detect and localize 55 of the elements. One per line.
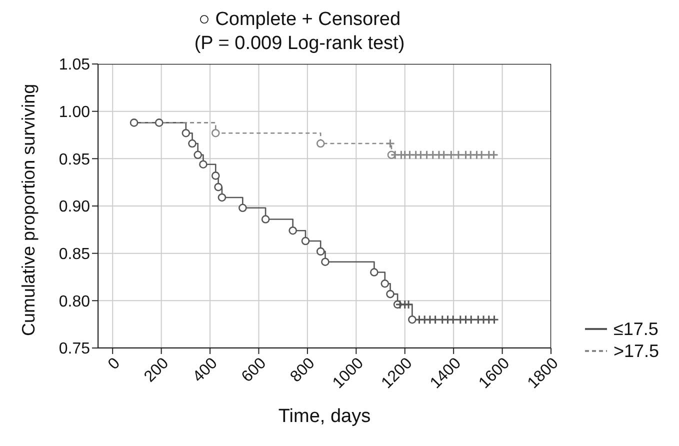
y-axis-title: Cumulative proportion surviving — [18, 84, 38, 336]
chart-subtitle: (P = 0.009 Log-rank test) — [193, 32, 406, 56]
point — [261, 215, 270, 224]
point — [199, 160, 208, 168]
x-tick-label: 800 — [287, 354, 318, 386]
point — [422, 150, 432, 160]
y-tick-label: 0.80 — [58, 293, 90, 310]
point — [428, 150, 438, 160]
point — [316, 139, 325, 148]
y-tick-label: 1.05 — [58, 56, 90, 74]
point — [154, 118, 164, 127]
point — [288, 226, 297, 235]
y-tick-label: 0.95 — [58, 151, 90, 168]
x-axis-title: Time, days — [278, 406, 371, 427]
point — [211, 172, 220, 180]
point — [448, 314, 458, 324]
x-tick-label: 600 — [238, 354, 270, 386]
point — [214, 182, 222, 192]
point — [321, 258, 330, 266]
point — [454, 150, 464, 160]
point — [182, 128, 190, 138]
point — [188, 139, 196, 148]
point — [408, 315, 416, 324]
point — [380, 279, 390, 288]
point — [489, 150, 499, 160]
point — [466, 314, 476, 324]
legend-label: ≤17.5 — [613, 318, 658, 340]
point — [386, 138, 396, 148]
x-tick-label: 0 — [105, 354, 124, 374]
point — [446, 150, 456, 160]
x-tick-label: 400 — [190, 354, 221, 386]
y-tick-label: 0.90 — [58, 198, 90, 216]
point — [404, 150, 414, 160]
y-tick-label: 0.85 — [58, 246, 90, 264]
point — [490, 314, 500, 324]
y-tick-label: 1.00 — [58, 104, 90, 122]
point — [416, 150, 426, 160]
point — [439, 150, 449, 160]
point — [466, 150, 476, 160]
point — [194, 150, 202, 160]
legend-label: >17.5 — [613, 340, 659, 362]
point — [130, 118, 138, 127]
x-tick-label: 200 — [141, 354, 172, 386]
point — [386, 290, 394, 298]
point — [301, 236, 310, 246]
point — [218, 193, 226, 202]
point — [430, 314, 440, 324]
chart-title: ○ Complete + Censored — [197, 8, 402, 32]
point — [238, 204, 247, 212]
point — [390, 150, 400, 160]
y-tick-label: 0.75 — [58, 340, 90, 358]
point — [211, 128, 220, 138]
point — [370, 268, 378, 276]
point — [316, 247, 325, 256]
point — [476, 150, 486, 160]
